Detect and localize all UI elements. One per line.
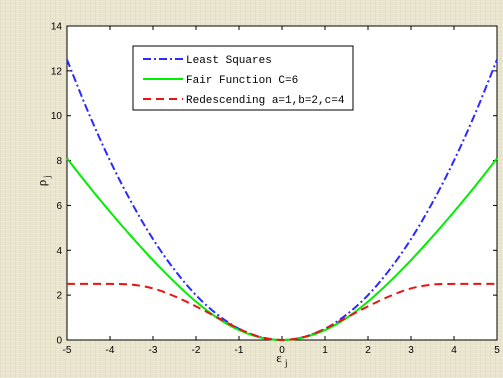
x-tick-label: -2 (192, 345, 201, 356)
legend-entry: Fair Function C=6 (186, 75, 298, 87)
x-axis-label: ε (276, 350, 282, 365)
y-tick-label: 8 (56, 156, 62, 167)
y-axis-label-subscript: j (42, 175, 52, 179)
x-axis-label-subscript: j (284, 358, 288, 368)
y-axis-label-group: ρj (34, 175, 52, 186)
x-tick-label: -1 (235, 345, 244, 356)
x-tick-label: -3 (149, 345, 158, 356)
series-line-3 (67, 282, 497, 342)
y-tick-label: 12 (51, 66, 63, 77)
x-tick-label: -5 (63, 345, 72, 356)
x-tick-label: 2 (365, 345, 371, 356)
series-layer (66, 59, 498, 342)
y-tick-label: 4 (56, 246, 62, 257)
y-tick-label: 14 (51, 22, 63, 33)
y-tick-label: 6 (56, 201, 62, 212)
legend-entry: Redescending a=1,b=2,c=4 (186, 95, 345, 107)
y-tick-label: 10 (51, 111, 63, 122)
x-tick-label: -4 (106, 345, 115, 356)
x-tick-label: 5 (494, 345, 500, 356)
x-tick-label: 1 (322, 345, 328, 356)
legend-entry: Least Squares (186, 55, 272, 67)
y-axis-label: ρ (34, 180, 49, 187)
x-tick-label: 4 (451, 345, 457, 356)
axis-labels: ε jρj (34, 175, 288, 368)
x-tick-label: 0 (279, 345, 285, 356)
legend: Least Squares Fair Function C=6 Redescendi… (132, 45, 354, 111)
y-tick-label: 2 (56, 291, 62, 302)
y-tick-label: 0 (56, 336, 62, 347)
x-tick-label: 3 (408, 345, 414, 356)
